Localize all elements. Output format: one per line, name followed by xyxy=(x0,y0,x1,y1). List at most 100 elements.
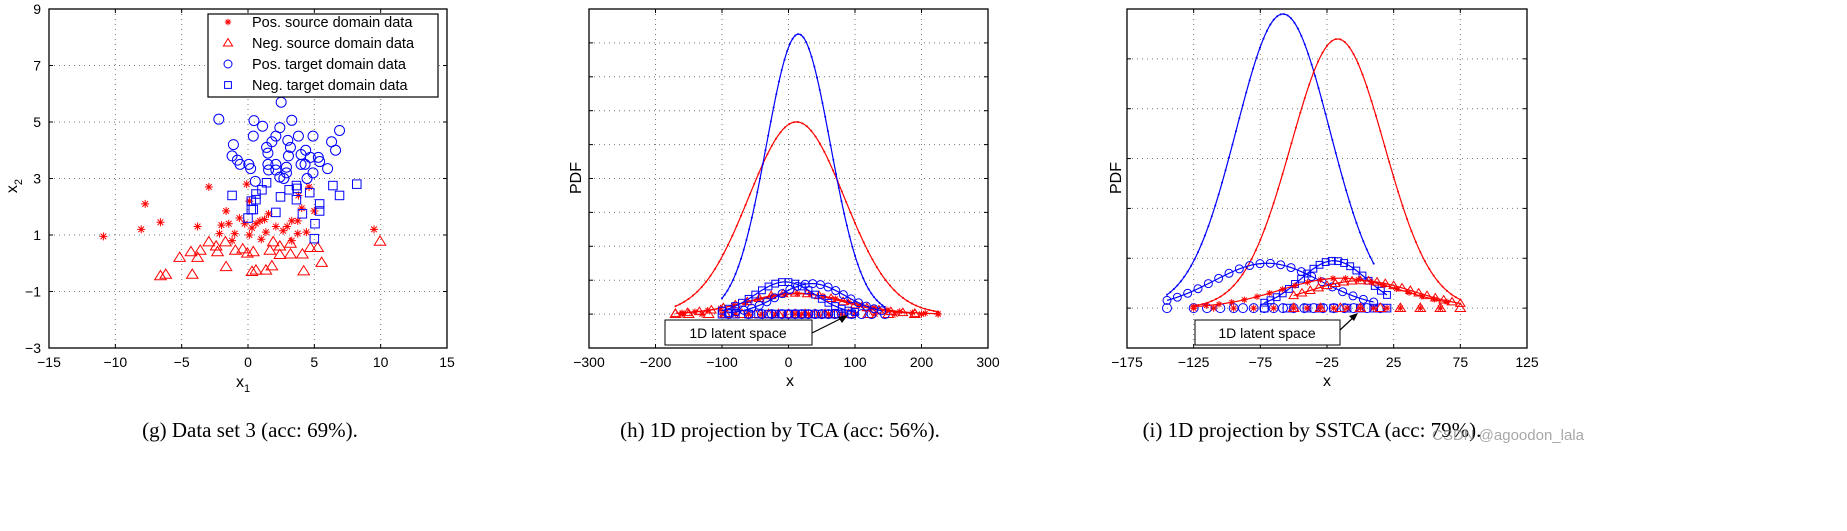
curve-marker xyxy=(1234,130,1237,133)
curve-marker xyxy=(1254,249,1257,252)
curve-marker xyxy=(1339,38,1342,41)
curve-marker xyxy=(928,309,931,312)
curve-marker xyxy=(1342,275,1349,282)
data-point xyxy=(270,164,282,176)
curve-marker xyxy=(1228,299,1235,306)
data-point xyxy=(249,175,261,187)
curve-marker xyxy=(810,129,813,132)
curve-marker xyxy=(767,134,770,137)
curve-marker xyxy=(791,37,794,40)
curve-marker xyxy=(873,296,876,299)
curve-marker xyxy=(1293,21,1296,24)
curve-marker xyxy=(1186,270,1189,273)
curve-line xyxy=(675,121,939,313)
curve-marker xyxy=(1432,274,1435,277)
curve-marker xyxy=(729,284,732,287)
curve-marker xyxy=(1317,60,1320,63)
curve-marker xyxy=(1303,97,1306,100)
curve-marker xyxy=(848,235,851,238)
curve-marker xyxy=(862,241,865,244)
curve-marker xyxy=(777,288,789,298)
curve-marker xyxy=(853,221,856,224)
curve-marker xyxy=(825,293,837,302)
x-tick-label: −175 xyxy=(1111,354,1143,370)
latent-point xyxy=(1210,304,1218,312)
curve-marker xyxy=(731,279,734,282)
latent-point xyxy=(1414,302,1427,312)
latent-point xyxy=(1250,304,1258,312)
latent-point xyxy=(745,310,753,318)
latent-points-triangle xyxy=(1287,302,1467,312)
curve-marker xyxy=(693,306,705,316)
curve-marker xyxy=(875,299,878,302)
data-point xyxy=(314,156,326,168)
curve-marker xyxy=(788,123,791,126)
curve-marker xyxy=(885,306,897,316)
x-tick-label: 0 xyxy=(785,354,793,370)
curve-marker xyxy=(786,50,789,53)
curve-marker xyxy=(1369,255,1372,258)
data-point xyxy=(262,147,274,159)
latent-point xyxy=(777,309,787,319)
x-tick-label: 125 xyxy=(1515,354,1539,370)
curve-marker xyxy=(902,296,905,299)
curve-marker xyxy=(753,182,756,185)
curve-marker xyxy=(807,47,810,50)
data-point xyxy=(190,251,205,262)
watermark: CSDN @agoodon_lala xyxy=(1432,427,1585,444)
curve-marker xyxy=(1291,282,1299,289)
curve-marker xyxy=(754,300,764,310)
x-tick-label: −100 xyxy=(706,354,738,370)
curve-marker xyxy=(854,298,864,308)
curve-marker xyxy=(696,290,699,293)
curve-marker xyxy=(805,125,808,128)
curve-marker xyxy=(1437,280,1440,283)
curve-marker xyxy=(770,144,773,147)
curve-marker xyxy=(909,307,921,317)
curve-marker xyxy=(1290,142,1293,145)
curve-marker xyxy=(753,204,756,207)
curve-marker xyxy=(1397,190,1400,193)
curve-marker xyxy=(1259,46,1261,49)
data-point xyxy=(248,204,259,215)
data-point xyxy=(301,173,313,184)
latent-point xyxy=(1343,304,1351,312)
latent-point xyxy=(1287,302,1300,312)
curve-marker xyxy=(1252,67,1255,70)
curve-marker xyxy=(1193,284,1203,294)
latent-point xyxy=(790,309,801,320)
curve-marker xyxy=(821,102,824,105)
latent-point xyxy=(816,309,827,320)
y-tick-label: −3 xyxy=(25,340,41,356)
latent-point xyxy=(824,310,832,318)
curve-marker xyxy=(851,245,854,248)
curve-marker xyxy=(1255,56,1258,59)
latent-point xyxy=(1248,303,1259,314)
latent-point xyxy=(784,309,793,319)
curve-marker xyxy=(870,304,878,311)
curve-marker xyxy=(762,297,772,307)
curve-marker xyxy=(1203,302,1210,309)
curve-marker xyxy=(1279,13,1282,16)
curve-marker xyxy=(810,55,813,58)
curve-marker xyxy=(1296,287,1308,297)
data-point xyxy=(185,268,199,279)
curve-marker xyxy=(813,65,816,68)
curve-marker xyxy=(1338,276,1350,286)
curve-marker xyxy=(1421,290,1433,300)
series-triangle xyxy=(153,235,387,281)
curve-marker xyxy=(1372,262,1375,265)
curve-marker xyxy=(1265,30,1268,33)
pdf-curve-source xyxy=(1192,38,1462,307)
data-point xyxy=(283,222,292,231)
latent-point xyxy=(803,309,814,320)
data-point xyxy=(314,199,325,209)
curve-marker xyxy=(1193,258,1196,261)
curve-marker xyxy=(788,43,791,46)
curve-marker xyxy=(1207,225,1210,228)
curve-marker xyxy=(1404,285,1416,294)
curve-marker xyxy=(765,290,777,300)
curve-marker xyxy=(775,93,778,96)
curve-marker xyxy=(1214,298,1217,301)
legend: Pos. source domain data Neg. source doma… xyxy=(207,13,439,98)
